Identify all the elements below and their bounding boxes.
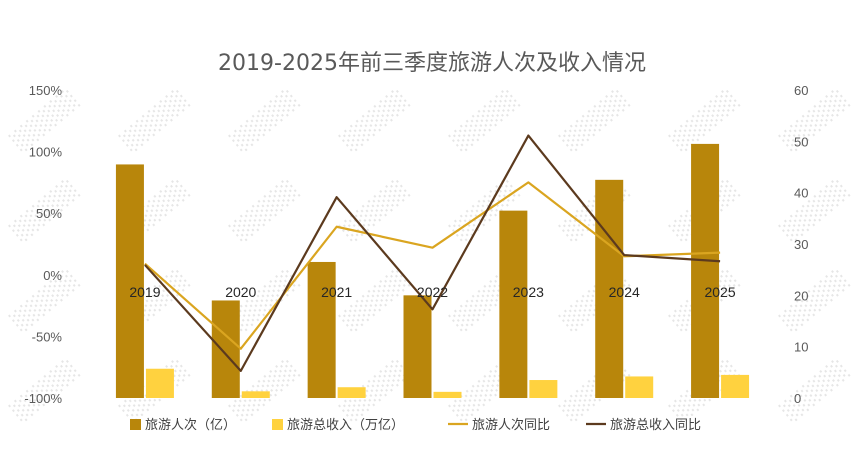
right-tick-label: 10 [794,340,808,355]
line-series [144,134,721,372]
legend: 旅游人次（亿） 旅游总收入（万亿） 旅游人次同比 旅游总收入同比 [130,417,701,433]
category-label-2020: 2020 [225,284,256,300]
watermark-mark: ░░░░░ [448,86,522,154]
bar-revenue-2021 [337,387,366,398]
right-axis: 0 10 20 30 40 50 60 [794,83,808,406]
left-tick-label: 150% [29,83,63,98]
watermark-mark: ░░░░░ [778,356,852,424]
bar-revenue-2023 [529,380,558,398]
watermark-mark: ░░░░░ [8,356,82,424]
bar-visitors-2023 [499,210,528,398]
bar-visitors-2024 [595,179,624,398]
bar-revenue-2025 [721,374,750,398]
category-label-2023: 2023 [513,284,544,300]
watermark-mark: ░░░░░ [338,266,412,334]
watermark-mark: ░░░░░ [228,86,302,154]
watermark-mark: ░░░░░ [778,266,852,334]
watermark-mark: ░░░░░ [338,86,412,154]
right-tick-label: 50 [794,134,808,149]
bar-visitors-2022 [403,295,432,398]
chart-title: 2019-2025年前三季度旅游人次及收入情况 [218,51,646,76]
bar-revenue-2020 [241,391,270,398]
left-tick-label: -100% [24,391,62,406]
right-tick-label: 0 [794,391,801,406]
bar-visitors-2025 [691,143,720,398]
bar-revenue-2024 [625,376,654,398]
watermark-mark: ░░░░░ [118,86,192,154]
bar-visitors-2021 [307,261,336,398]
legend-swatch [130,419,141,430]
category-label-2022: 2022 [417,284,448,300]
category-labels: 2019 2020 2021 2022 2023 2024 2025 [129,284,736,300]
category-label-2025: 2025 [704,284,735,300]
bar-series [115,143,750,398]
right-tick-label: 30 [794,237,808,252]
left-tick-label: 0% [43,268,62,283]
bar-visitors-2020 [211,300,240,398]
left-tick-label: 100% [29,145,63,160]
bar-revenue-2022 [433,391,462,398]
watermark-mark: ░░░░░ [778,86,852,154]
legend-label: 旅游人次（亿） [145,417,236,433]
category-label-2019: 2019 [129,284,160,300]
legend-swatch [272,419,283,430]
watermark-mark: ░░░░░ [558,86,632,154]
category-label-2024: 2024 [609,284,640,300]
watermark-mark: ░░░░░ [228,176,302,244]
right-tick-label: 40 [794,186,808,201]
right-tick-label: 20 [794,288,808,303]
bar-visitors-2019 [115,164,144,398]
legend-label: 旅游人次同比 [472,417,550,433]
bar-revenue-2019 [145,368,174,398]
watermark-mark: ░░░░░ [778,176,852,244]
right-tick-label: 60 [794,83,808,98]
watermark-mark: ░░░░░ [668,86,742,154]
left-tick-label: 50% [36,206,62,221]
left-tick-label: -50% [32,329,63,344]
category-label-2021: 2021 [321,284,352,300]
legend-label: 旅游总收入同比 [610,418,701,433]
left-axis: -100% -50% 0% 50% 100% 150% [24,83,62,406]
legend-label: 旅游总收入（万亿） [287,418,404,433]
